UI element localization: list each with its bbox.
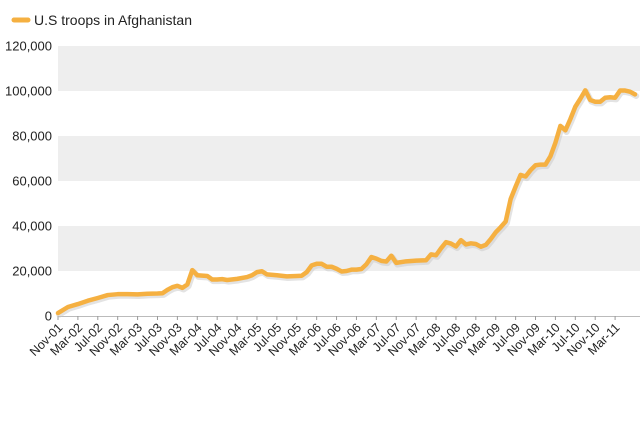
- series-group: [55, 88, 640, 318]
- grid-bands: [58, 46, 640, 271]
- series-line-shadow: [56, 88, 640, 318]
- y-tick-label: 40,000: [12, 219, 52, 234]
- y-tick-label: 0: [45, 309, 52, 324]
- grid-band: [58, 46, 640, 91]
- legend: U.S troops in Afghanistan: [11, 12, 192, 28]
- y-tick-label: 120,000: [5, 39, 52, 54]
- y-tick-label: 60,000: [12, 174, 52, 189]
- grid-band: [58, 226, 640, 271]
- y-tick-label: 20,000: [12, 264, 52, 279]
- series-line-troops: [55, 88, 638, 316]
- y-tick-label: 80,000: [12, 129, 52, 144]
- y-tick-label: 100,000: [5, 84, 52, 99]
- y-axis-ticks: 0 20,000 40,000 60,000 80,000 100,000 120,000: [5, 39, 52, 324]
- legend-label: U.S troops in Afghanistan: [34, 12, 192, 28]
- x-axis-ticks: Nov-01Mar-02Jul-02Nov-02Mar-03Jul-03Nov-…: [27, 316, 623, 359]
- grid-band: [58, 136, 640, 181]
